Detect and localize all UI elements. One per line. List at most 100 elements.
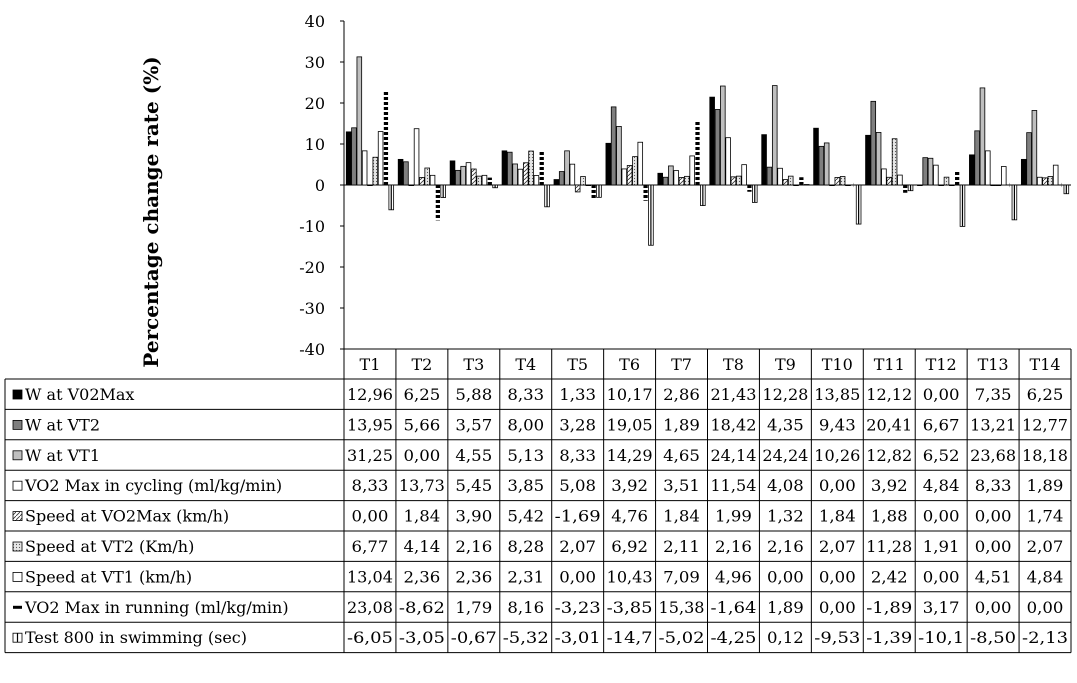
data-cell: 8,00 [507, 415, 544, 434]
data-cell: 18,18 [1022, 446, 1068, 465]
bar [845, 184, 851, 187]
data-cell: 1,91 [923, 537, 960, 556]
bar [1047, 176, 1054, 186]
data-cell: 20,41 [866, 415, 912, 434]
data-cell: 3,57 [455, 415, 492, 434]
data-cell: 2,16 [715, 537, 752, 556]
data-cell: 0,00 [975, 507, 1012, 526]
bar [761, 134, 767, 186]
category-label: T2 [411, 355, 432, 374]
data-cell: 10,43 [607, 567, 653, 586]
data-cell: 12,82 [866, 446, 912, 465]
data-cell: -0,67 [451, 628, 497, 647]
data-cell: 2,07 [1027, 537, 1064, 556]
bar [605, 142, 612, 186]
data-cell: 6,92 [611, 537, 648, 556]
data-cell: 12,12 [866, 385, 912, 404]
category-label: T9 [775, 355, 796, 374]
data-cell: 7,09 [663, 567, 700, 586]
data-cell: 4,08 [767, 476, 804, 495]
bar [1036, 176, 1043, 186]
bar [367, 184, 373, 187]
data-cell: 1,74 [1027, 507, 1064, 526]
y-tick-label: 20 [305, 94, 325, 113]
data-cell: 2,16 [767, 537, 804, 556]
category-label: T5 [567, 355, 588, 374]
series-label: W at V02Max [25, 385, 134, 404]
data-cell: 13,85 [814, 385, 860, 404]
data-cell: -3,01 [555, 628, 601, 647]
bar [720, 85, 726, 186]
bar [429, 174, 436, 186]
data-cell: 14,29 [607, 446, 653, 465]
bar [626, 165, 633, 186]
bar [632, 156, 638, 186]
data-cell: 4,51 [975, 567, 1012, 586]
data-cell: 2,07 [559, 537, 596, 556]
bar [471, 168, 477, 186]
bar [990, 184, 996, 187]
data-cell: 0,00 [403, 446, 440, 465]
data-cell: 3,17 [923, 598, 960, 617]
legend-key [12, 572, 23, 582]
series-label: VO2 Max in cycling (ml/kg/min) [24, 476, 282, 495]
category-label: T13 [978, 355, 1009, 374]
category-label: T10 [822, 355, 853, 374]
data-cell: 13,04 [347, 567, 393, 586]
data-cell: 1,32 [767, 507, 804, 526]
bar [1052, 164, 1059, 186]
data-cell: 5,13 [507, 446, 544, 465]
bar [865, 134, 871, 186]
bar [403, 161, 409, 186]
data-cell: 3,90 [455, 507, 492, 526]
data-cell: 18,42 [710, 415, 756, 434]
data-cell: 5,42 [507, 507, 544, 526]
bar [372, 156, 379, 186]
bar [813, 127, 819, 186]
y-tick-label: -10 [299, 217, 325, 236]
data-cell: 13,95 [347, 415, 393, 434]
bar [574, 184, 581, 193]
series-label: W at VT1 [25, 446, 100, 465]
data-cell: 0,12 [767, 628, 804, 647]
bar [782, 179, 789, 186]
data-cell: 1,84 [403, 507, 440, 526]
data-cell: 12,28 [762, 385, 808, 404]
bar [985, 150, 991, 186]
bar [397, 158, 404, 186]
series-label: Test 800 in swimming (sec) [25, 628, 247, 647]
bar [730, 176, 737, 186]
category-label: T3 [463, 355, 484, 374]
legend-key [12, 541, 23, 552]
bar [465, 162, 472, 186]
data-cell: 6,52 [923, 446, 960, 465]
data-cell: 0,00 [1027, 598, 1064, 617]
data-cell: 7,35 [975, 385, 1012, 404]
category-label: T12 [926, 355, 957, 374]
bar [933, 164, 939, 186]
legend-key [12, 389, 23, 400]
data-cell: 4,96 [715, 567, 752, 586]
data-cell: 6,77 [352, 537, 389, 556]
bar [501, 150, 508, 186]
bar [657, 172, 663, 186]
bar [507, 151, 513, 186]
data-cell: 8,33 [507, 385, 544, 404]
bar [569, 163, 576, 186]
data-cell: 5,08 [559, 476, 596, 495]
data-cell: 4,76 [611, 507, 648, 526]
series-label: Speed at VO2Max (km/h) [25, 507, 229, 526]
data-cell: 5,45 [455, 476, 492, 495]
bar [517, 168, 524, 186]
series-label: W at VT2 [25, 415, 100, 434]
data-cell: 0,00 [352, 507, 389, 526]
data-cell: -5,32 [503, 628, 549, 647]
bar [460, 165, 466, 186]
bar [1020, 158, 1027, 186]
bar [684, 175, 690, 186]
category-label: T6 [619, 355, 640, 374]
bar [637, 141, 644, 186]
data-cell: 3,85 [507, 476, 544, 495]
data-cell: 24,14 [710, 446, 756, 465]
